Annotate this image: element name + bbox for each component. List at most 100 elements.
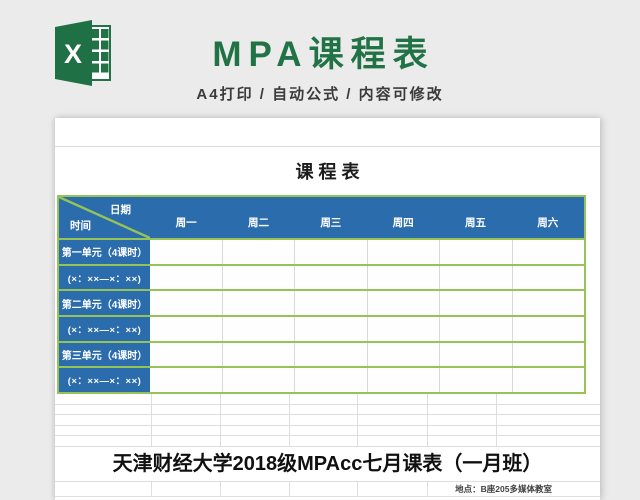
schedule-cell[interactable] [511,240,584,264]
blank-row [55,118,600,147]
diagonal-divider [59,197,150,238]
schedule-cell[interactable] [511,317,584,341]
schedule-cell[interactable] [221,240,294,264]
corner-date-label: 日期 [110,204,131,216]
empty-grid-cell [428,436,497,446]
empty-grid-cell [428,394,497,404]
schedule-cell[interactable] [150,368,222,393]
row-label: 第二单元（4课时） [61,299,148,311]
empty-grid-row [55,425,600,437]
schedule-cell[interactable] [221,317,294,341]
schedule-cell[interactable] [150,240,222,264]
row-label: (×：××—×：××) [67,273,142,285]
schedule-cell[interactable] [221,342,294,367]
corner-time-label: 时间 [70,220,91,232]
table-row: 第三单元（4课时） [59,340,584,367]
schedule-cell[interactable] [511,291,584,316]
empty-grid-cell [55,415,152,425]
day-header: 周二 [247,217,269,229]
empty-grid-row [55,436,600,447]
schedule-cell[interactable] [150,265,222,290]
empty-grid-cell [428,425,497,436]
empty-grid-cell [55,404,152,415]
empty-grid-cell [290,415,358,425]
empty-grid-cell [152,482,221,496]
schedule-cell[interactable] [439,240,512,264]
empty-grid-cell [221,482,290,496]
excel-logo-icon: X [55,20,111,86]
empty-grid-cell [221,404,290,415]
empty-grid-cell [55,425,152,436]
empty-grid-cell [497,415,600,425]
spreadsheet-preview: 课 程 表 日期 时间 周一 周二 周三 周四 周五 周六 第一单元（4课时） (×：××—… [55,118,600,500]
schedule-cell[interactable] [439,317,512,341]
table-row: (×：××—×：××) [59,366,584,393]
day-header: 周三 [320,217,342,229]
empty-grid-cell [290,436,358,446]
day-header: 周六 [537,217,559,229]
empty-grid-cell [152,415,221,425]
schedule-cell[interactable] [150,342,222,367]
empty-grid-cell [55,394,152,404]
empty-grid-cell [290,425,358,436]
empty-grid-cell [55,436,152,446]
schedule-cell[interactable] [221,265,294,290]
schedule-cell[interactable] [294,342,367,367]
schedule-cell[interactable] [294,317,367,341]
empty-grid-cell [290,394,358,404]
empty-grid [55,394,600,447]
schedule-cell[interactable] [366,240,439,264]
schedule-cell[interactable] [294,291,367,316]
page-header: X MPA课程表 A4打印 / 自动公式 / 内容可修改 [0,0,640,118]
location-row: 地点：B座205多媒体教室 [55,482,600,497]
row-label: (×：××—×：××) [67,376,142,388]
schedule-cell[interactable] [221,291,294,316]
schedule-cell[interactable] [150,291,222,316]
empty-grid-cell [221,394,290,404]
table-row: (×：××—×：××) [59,263,584,290]
schedule-cell[interactable] [511,368,584,393]
row-label: 第三单元（4课时） [61,351,148,363]
schedule-cell[interactable] [366,317,439,341]
schedule-cell[interactable] [439,368,512,393]
row-label: (×：××—×：××) [67,324,142,336]
page-subtitle: A4打印 / 自动公式 / 内容可修改 [196,86,444,103]
empty-grid-row [55,404,600,416]
schedule-table: 日期 时间 周一 周二 周三 周四 周五 周六 第一单元（4课时） (×：××—×：××) 第… [57,195,586,394]
empty-grid-cell [497,405,600,415]
table-row: 第二单元（4课时） [59,289,584,316]
empty-grid-cell [358,425,428,436]
schedule-cell[interactable] [294,265,367,290]
schedule-cell[interactable] [439,342,512,367]
schedule-cell[interactable] [439,291,512,316]
schedule-cell[interactable] [294,240,367,264]
empty-grid-cell [55,482,152,496]
empty-grid-row [55,415,600,426]
empty-grid-cell [152,394,221,404]
schedule-cell[interactable] [511,265,584,290]
schedule-cell[interactable] [366,368,439,393]
empty-grid-cell [221,436,290,446]
table-row: (×：××—×：××) [59,315,584,341]
footer-title: 天津财经大学2018级MPAcc七月课表（一月班） [55,447,600,482]
schedule-cell[interactable] [221,368,294,393]
empty-grid-cell [221,425,290,436]
location-row-cells [55,482,428,496]
schedule-cell[interactable] [511,342,584,367]
svg-text:X: X [64,39,82,69]
day-header: 周四 [392,217,414,229]
empty-grid-cell [152,425,221,436]
schedule-cell[interactable] [294,368,367,393]
schedule-cell[interactable] [150,317,222,341]
empty-grid-cell [221,415,290,425]
day-header-row: 周一 周二 周三 周四 周五 周六 [150,197,584,238]
empty-grid-row [55,394,600,405]
schedule-cell[interactable] [366,342,439,367]
row-label: 第一单元（4课时） [61,248,148,260]
empty-grid-cell [152,404,221,415]
schedule-cell[interactable] [366,291,439,316]
empty-grid-cell [358,436,428,446]
schedule-cell[interactable] [439,265,512,290]
empty-grid-cell [497,394,600,404]
schedule-cell[interactable] [366,265,439,290]
